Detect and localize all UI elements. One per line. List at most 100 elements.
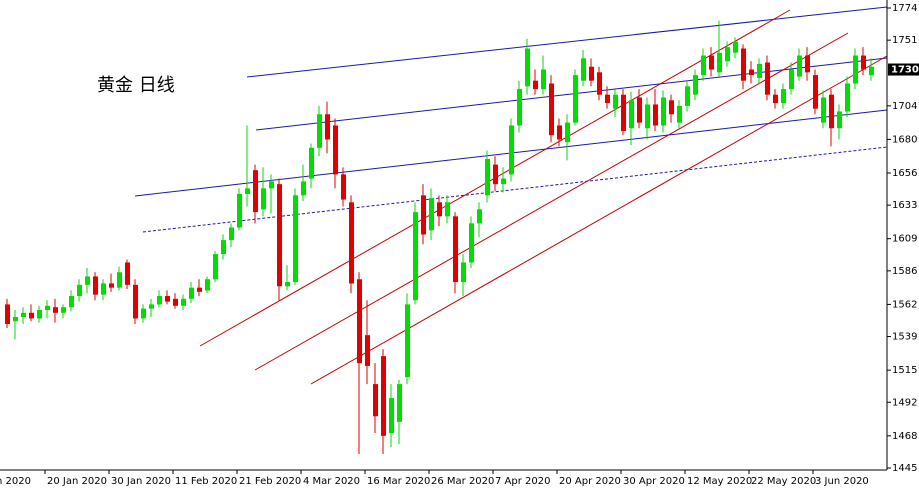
candle-body xyxy=(261,188,266,210)
chart-title: 黄金 日线 xyxy=(97,75,175,96)
y-tick-label: 1586 xyxy=(892,266,917,277)
x-tick-label: 26 Mar 2020 xyxy=(431,476,494,487)
candle-body xyxy=(365,335,370,366)
candle-body xyxy=(853,55,858,84)
candle-body xyxy=(77,284,82,297)
candle-body xyxy=(205,279,210,291)
candle-body xyxy=(765,62,770,95)
candle-body xyxy=(597,72,602,95)
candle-body xyxy=(141,308,146,319)
x-tick-label: 11 Feb 2020 xyxy=(175,476,237,487)
x-tick-label: 20 Jan 2020 xyxy=(47,476,107,487)
y-tick-label: 1539 xyxy=(892,332,917,343)
x-tick-label: 4 Mar 2020 xyxy=(303,476,360,487)
candle-body xyxy=(845,83,850,112)
x-tick-label: 12 May 2020 xyxy=(687,476,752,487)
y-tick-label: 1633 xyxy=(892,200,917,211)
candle-body xyxy=(37,310,42,319)
candle-body xyxy=(461,262,466,283)
candle-body xyxy=(517,89,522,126)
candle-body xyxy=(285,282,290,287)
x-tick-label: 7 Apr 2020 xyxy=(495,476,550,487)
x-tick-label: 20 Apr 2020 xyxy=(559,476,621,487)
candle-body xyxy=(653,104,658,126)
y-tick-label: 1704 xyxy=(892,101,917,112)
candle-body xyxy=(725,47,730,62)
candle-body xyxy=(869,66,874,76)
candle-body xyxy=(149,304,154,309)
candle-body xyxy=(53,307,58,313)
candle-body xyxy=(573,75,578,123)
candle-body xyxy=(453,216,458,283)
candle-body xyxy=(309,147,314,179)
candle-body xyxy=(501,178,506,185)
candle-body xyxy=(829,94,834,129)
candle-body xyxy=(333,125,338,175)
candle-body xyxy=(757,63,762,78)
candle-body xyxy=(557,125,562,140)
candle-body xyxy=(357,279,362,364)
y-tick-label: 1680 xyxy=(892,134,917,145)
candle-body xyxy=(533,80,538,90)
candle-body xyxy=(85,276,90,285)
candle-body xyxy=(397,384,402,422)
candle-body xyxy=(229,227,234,241)
y-tick-label: 1515 xyxy=(892,365,917,376)
candle-body xyxy=(197,287,202,292)
y-tick-label: 1468 xyxy=(892,431,917,442)
channel-line xyxy=(246,6,888,78)
candle-body xyxy=(605,94,610,104)
candle-body xyxy=(525,48,530,87)
candle-body xyxy=(93,276,98,295)
candle-body xyxy=(717,52,722,73)
candle-body xyxy=(821,97,826,123)
candle-body xyxy=(565,122,570,143)
x-tick-label: 21 Feb 2020 xyxy=(239,476,301,487)
candle-body xyxy=(133,284,138,319)
x-tick-label: 3 Jun 2020 xyxy=(815,476,869,487)
candle-body xyxy=(277,184,282,287)
candle-body xyxy=(509,125,514,175)
channel-line xyxy=(255,57,888,131)
y-tick-label: 1774 xyxy=(892,3,917,14)
candle-body xyxy=(413,212,418,301)
candle-body xyxy=(45,305,50,311)
y-tick-label: 1562 xyxy=(892,299,917,310)
candle-body xyxy=(549,83,554,136)
candle-body xyxy=(173,298,178,306)
candle-body xyxy=(749,69,754,76)
candle-body xyxy=(789,69,794,90)
candle-body xyxy=(69,296,74,308)
candle-body xyxy=(733,41,738,53)
candle-body xyxy=(381,356,386,436)
candle-body xyxy=(109,283,114,288)
candle-body xyxy=(741,48,746,81)
x-tick-label: 22 May 2020 xyxy=(751,476,816,487)
candle-body xyxy=(245,188,250,194)
x-tick-label: 30 Jan 2020 xyxy=(111,476,171,487)
x-tick-label: 30 Apr 2020 xyxy=(623,476,685,487)
candle-body xyxy=(701,55,706,76)
candle-body xyxy=(781,89,786,104)
candle-body xyxy=(125,262,130,285)
candle-body xyxy=(189,287,194,299)
candle-body xyxy=(541,69,546,90)
candle-body xyxy=(5,304,10,324)
candle-body xyxy=(805,55,810,73)
candle-body xyxy=(301,181,306,196)
candle-body xyxy=(861,55,866,70)
candle-body xyxy=(237,193,242,228)
y-tick-label: 1492 xyxy=(892,397,917,408)
candle-body xyxy=(709,55,714,70)
candle-body xyxy=(341,174,346,200)
candle-body xyxy=(61,307,66,313)
candle-body xyxy=(477,209,482,224)
candle-body xyxy=(629,100,634,129)
candle-body xyxy=(389,398,394,434)
candle-body xyxy=(21,312,26,317)
candle-body xyxy=(445,202,450,217)
y-tick-label: 1751 xyxy=(892,35,917,46)
candle-body xyxy=(293,195,298,283)
